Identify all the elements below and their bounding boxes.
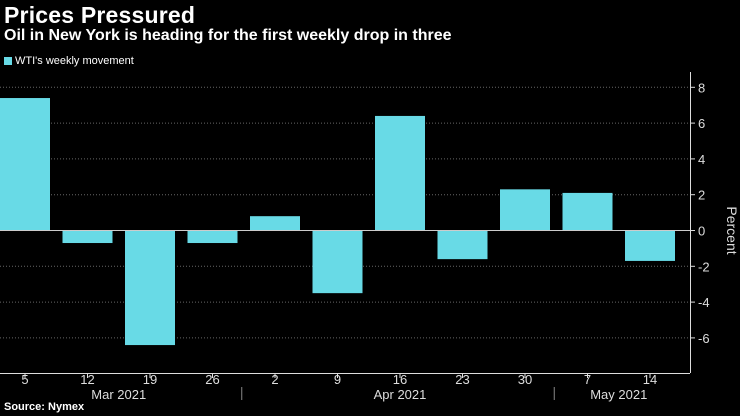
legend: WTI's weekly movement xyxy=(4,55,134,67)
bar xyxy=(375,115,425,231)
y-axis-label: Percent xyxy=(724,206,740,254)
x-tick-label: 26 xyxy=(205,372,219,387)
legend-swatch xyxy=(4,57,12,65)
chart-subtitle: Oil in New York is heading for the first… xyxy=(4,27,452,44)
bar xyxy=(312,230,363,294)
x-month-label: May 2021 xyxy=(590,387,647,402)
source-note: Source: Nymex xyxy=(4,401,85,413)
x-tick-label: 30 xyxy=(518,372,532,387)
x-tick-label: 19 xyxy=(143,372,157,387)
bar xyxy=(187,230,238,244)
legend-label: WTI's weekly movement xyxy=(15,55,134,67)
bar xyxy=(625,230,675,261)
x-tick-label: 12 xyxy=(80,372,94,387)
x-tick-label: 7 xyxy=(584,372,591,387)
x-month-label: Mar 2021 xyxy=(91,387,146,402)
x-tick-label: 23 xyxy=(455,372,469,387)
x-tick-label: 14 xyxy=(643,372,657,387)
y-tick-label: 0 xyxy=(698,224,705,239)
y-tick-label: 2 xyxy=(698,188,705,203)
bar xyxy=(250,216,300,231)
x-tick-label: 16 xyxy=(393,372,407,387)
y-tick-label: 4 xyxy=(698,152,705,167)
bar xyxy=(500,189,550,231)
chart-title: Prices Pressured xyxy=(4,2,196,28)
x-tick-label: 5 xyxy=(21,372,28,387)
y-tick-label: 8 xyxy=(698,80,705,95)
x-tick-label: 2 xyxy=(271,372,278,387)
y-tick-label: -6 xyxy=(698,331,710,346)
y-tick-label: -4 xyxy=(698,295,710,310)
x-month-label: Apr 2021 xyxy=(374,387,427,402)
bar xyxy=(0,98,50,231)
bar xyxy=(562,192,613,231)
y-tick-label: 6 xyxy=(698,116,705,131)
bar xyxy=(437,230,488,260)
y-tick-label: -2 xyxy=(698,259,710,274)
bar xyxy=(125,230,175,346)
bar xyxy=(62,230,113,244)
x-tick-label: 9 xyxy=(334,372,341,387)
